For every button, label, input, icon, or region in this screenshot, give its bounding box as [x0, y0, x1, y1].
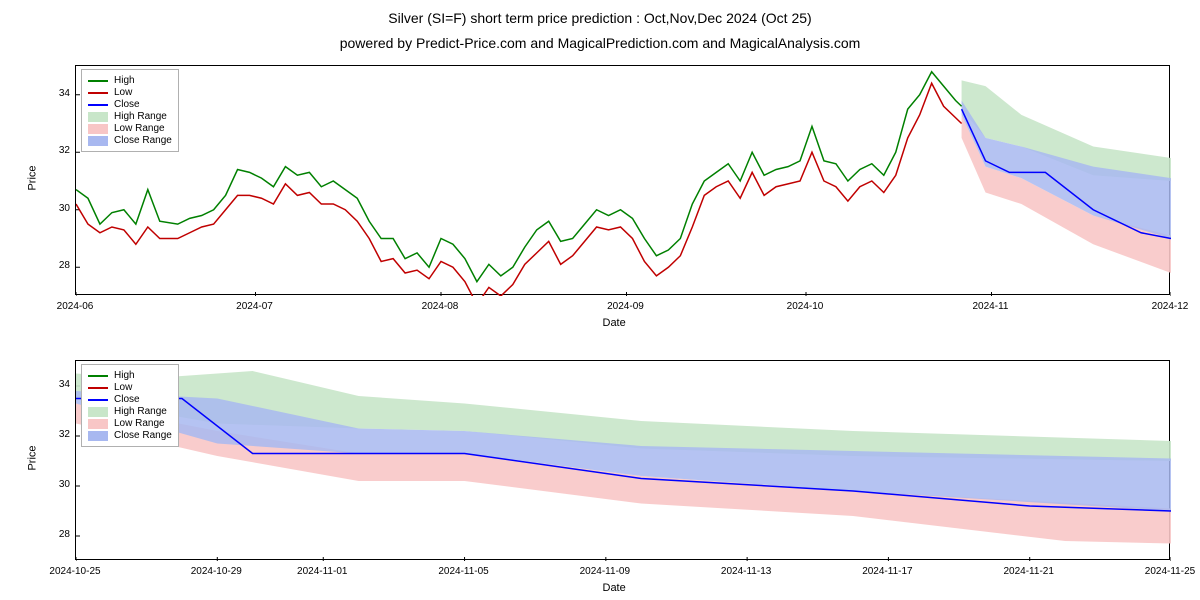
legend-label: Low — [114, 87, 132, 98]
legend-swatch — [88, 431, 108, 441]
ytick-label: 28 — [45, 260, 70, 271]
xtick-label: 2024-11-09 — [570, 566, 640, 577]
xtick-label: 2024-10-29 — [181, 566, 251, 577]
legend: HighLowCloseHigh RangeLow RangeClose Ran… — [81, 364, 179, 447]
legend-swatch — [88, 136, 108, 146]
xtick-label: 2024-11 — [955, 301, 1025, 312]
legend-label: Close Range — [114, 430, 172, 441]
legend-item: Close — [88, 99, 172, 110]
ylabel: Price — [27, 445, 39, 470]
xtick-label: 2024-11-21 — [994, 566, 1064, 577]
ytick-label: 30 — [45, 203, 70, 214]
ytick-label: 32 — [45, 429, 70, 440]
legend-swatch — [88, 399, 108, 401]
xtick-label: 2024-11-05 — [429, 566, 499, 577]
plot-area — [75, 65, 1170, 295]
legend-label: High Range — [114, 406, 167, 417]
ytick-label: 34 — [45, 88, 70, 99]
plot-area — [75, 360, 1170, 560]
ytick-label: 34 — [45, 379, 70, 390]
legend-swatch — [88, 407, 108, 417]
legend-label: High — [114, 370, 135, 381]
legend-swatch — [88, 124, 108, 134]
xtick-label: 2024-07 — [220, 301, 290, 312]
xtick-label: 2024-10 — [770, 301, 840, 312]
legend-swatch — [88, 80, 108, 82]
ylabel: Price — [27, 165, 39, 190]
legend-item: Low Range — [88, 123, 172, 134]
xtick-label: 2024-06 — [40, 301, 110, 312]
legend-item: High — [88, 370, 172, 381]
ytick-label: 30 — [45, 479, 70, 490]
xtick-label: 2024-11-13 — [711, 566, 781, 577]
legend-label: High Range — [114, 111, 167, 122]
chart-subtitle: powered by Predict-Price.com and Magical… — [0, 35, 1200, 51]
legend-label: Low — [114, 382, 132, 393]
legend-swatch — [88, 419, 108, 429]
low-line — [76, 83, 962, 296]
legend-swatch — [88, 104, 108, 106]
legend: HighLowCloseHigh RangeLow RangeClose Ran… — [81, 69, 179, 152]
legend-item: Close Range — [88, 430, 172, 441]
xtick-label: 2024-09 — [590, 301, 660, 312]
legend-item: Low — [88, 382, 172, 393]
xtick-label: 2024-11-17 — [852, 566, 922, 577]
xlabel: Date — [603, 582, 626, 594]
legend-swatch — [88, 92, 108, 94]
xtick-label: 2024-10-25 — [40, 566, 110, 577]
legend-item: High Range — [88, 111, 172, 122]
legend-label: Close Range — [114, 135, 172, 146]
legend-swatch — [88, 375, 108, 377]
legend-swatch — [88, 112, 108, 122]
ytick-label: 32 — [45, 145, 70, 156]
legend-label: Close — [114, 394, 140, 405]
xlabel: Date — [603, 317, 626, 329]
legend-label: High — [114, 75, 135, 86]
high-line — [76, 72, 962, 282]
xtick-label: 2024-11-01 — [287, 566, 357, 577]
xtick-label: 2024-12 — [1135, 301, 1200, 312]
legend-item: High Range — [88, 406, 172, 417]
legend-label: Low Range — [114, 123, 165, 134]
legend-item: Low — [88, 87, 172, 98]
legend-swatch — [88, 387, 108, 389]
legend-label: Close — [114, 99, 140, 110]
legend-item: Close — [88, 394, 172, 405]
legend-label: Low Range — [114, 418, 165, 429]
xtick-label: 2024-08 — [405, 301, 475, 312]
chart-title: Silver (SI=F) short term price predictio… — [0, 10, 1200, 26]
legend-item: Low Range — [88, 418, 172, 429]
legend-item: Close Range — [88, 135, 172, 146]
xtick-label: 2024-11-25 — [1135, 566, 1200, 577]
legend-item: High — [88, 75, 172, 86]
ytick-label: 28 — [45, 529, 70, 540]
